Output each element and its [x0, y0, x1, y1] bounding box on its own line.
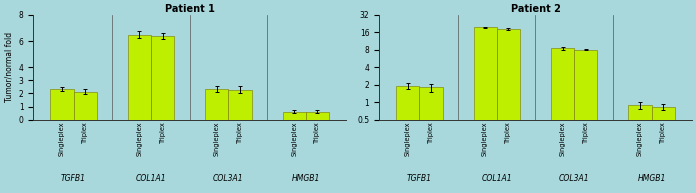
Bar: [419, 87, 443, 193]
Text: COL3A1: COL3A1: [559, 174, 590, 183]
Bar: [74, 91, 97, 120]
Bar: [551, 48, 574, 193]
Bar: [396, 86, 419, 193]
Text: COL1A1: COL1A1: [136, 174, 166, 183]
Bar: [228, 90, 252, 120]
Bar: [628, 105, 651, 193]
Y-axis label: Tumor/normal fold: Tumor/normal fold: [4, 32, 13, 102]
Bar: [151, 36, 174, 120]
Title: Patient 2: Patient 2: [510, 4, 560, 14]
Text: HMGB1: HMGB1: [638, 174, 666, 183]
Text: COL3A1: COL3A1: [213, 174, 244, 183]
Text: COL1A1: COL1A1: [482, 174, 512, 183]
Bar: [574, 50, 597, 193]
Text: TGFB1: TGFB1: [407, 174, 432, 183]
Bar: [651, 107, 675, 193]
Bar: [497, 29, 520, 193]
Bar: [306, 112, 329, 120]
Bar: [283, 112, 306, 120]
Text: HMGB1: HMGB1: [292, 174, 320, 183]
Title: Patient 1: Patient 1: [165, 4, 214, 14]
Bar: [50, 89, 74, 120]
Text: TGFB1: TGFB1: [61, 174, 86, 183]
Bar: [128, 35, 151, 120]
Bar: [205, 89, 228, 120]
Bar: [473, 27, 497, 193]
